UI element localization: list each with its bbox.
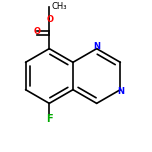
Text: O: O: [33, 27, 40, 36]
Text: O: O: [47, 14, 54, 24]
Text: CH₃: CH₃: [52, 2, 67, 11]
Text: N: N: [117, 87, 124, 96]
Text: F: F: [46, 114, 53, 124]
Text: N: N: [93, 42, 100, 51]
